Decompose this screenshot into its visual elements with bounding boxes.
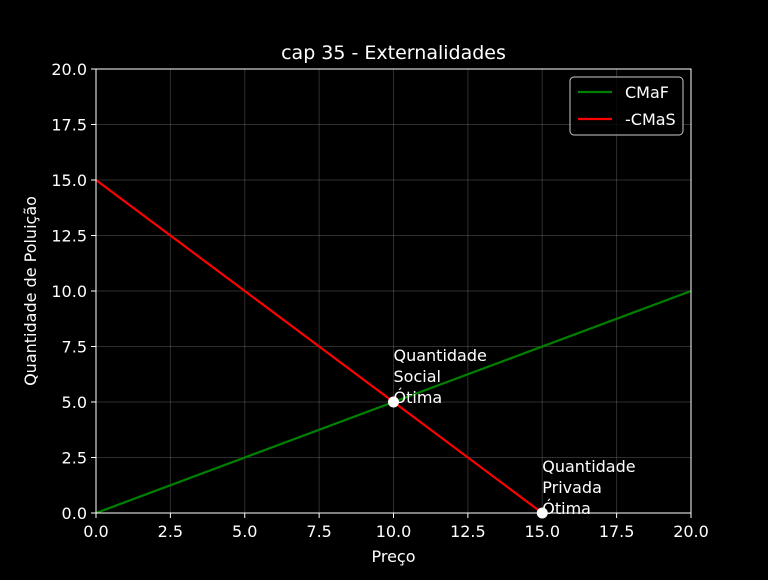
y-tick-label: 0.0 (62, 504, 87, 523)
x-axis-ticks: 0.0 2.5 5.0 7.5 10.0 12.5 15.0 17.5 20.0 (83, 513, 709, 541)
y-tick-label: 12.5 (51, 227, 87, 246)
x-tick-label: 2.5 (158, 522, 183, 541)
y-tick-label: 2.5 (62, 449, 87, 468)
x-tick-label: 12.5 (450, 522, 486, 541)
x-tick-label: 0.0 (83, 522, 108, 541)
point-annotation-line: Privada (542, 478, 602, 497)
point-annotation-line: Quantidade (542, 457, 635, 476)
y-tick-label: 10.0 (51, 282, 87, 301)
points-layer: Quantidade Social Ótima Quantidade Privada Ót… (388, 346, 636, 519)
point-annotation-line: Quantidade (394, 346, 487, 365)
chart-title: cap 35 - Externalidades (281, 42, 506, 64)
x-axis-label: Preço (371, 547, 415, 566)
y-axis-label: Quantidade de Poluição (21, 196, 40, 386)
y-tick-label: 5.0 (62, 393, 87, 412)
x-tick-label: 17.5 (599, 522, 635, 541)
legend: CMaF -CMaS (569, 76, 684, 136)
x-tick-label: 7.5 (306, 522, 331, 541)
point-annotation-line: Social (394, 367, 441, 386)
y-tick-label: 15.0 (51, 171, 87, 190)
x-tick-label: 5.0 (232, 522, 257, 541)
x-tick-label: 10.0 (376, 522, 412, 541)
x-tick-label: 15.0 (524, 522, 560, 541)
annotated-point (388, 396, 399, 408)
x-tick-label: 20.0 (673, 522, 709, 541)
y-tick-label: 20.0 (51, 60, 87, 79)
y-tick-label: 7.5 (62, 338, 87, 357)
legend-label: -CMaS (625, 110, 676, 129)
point-annotation-line: Ótima (542, 499, 591, 518)
point-annotation-line: Ótima (394, 388, 443, 407)
y-tick-label: 17.5 (51, 116, 87, 135)
series-line-cmas (95, 179, 543, 514)
y-axis-ticks: 0.0 2.5 5.0 7.5 10.0 12.5 15.0 17.5 20.0 (51, 60, 96, 523)
legend-label: CMaF (625, 83, 669, 102)
